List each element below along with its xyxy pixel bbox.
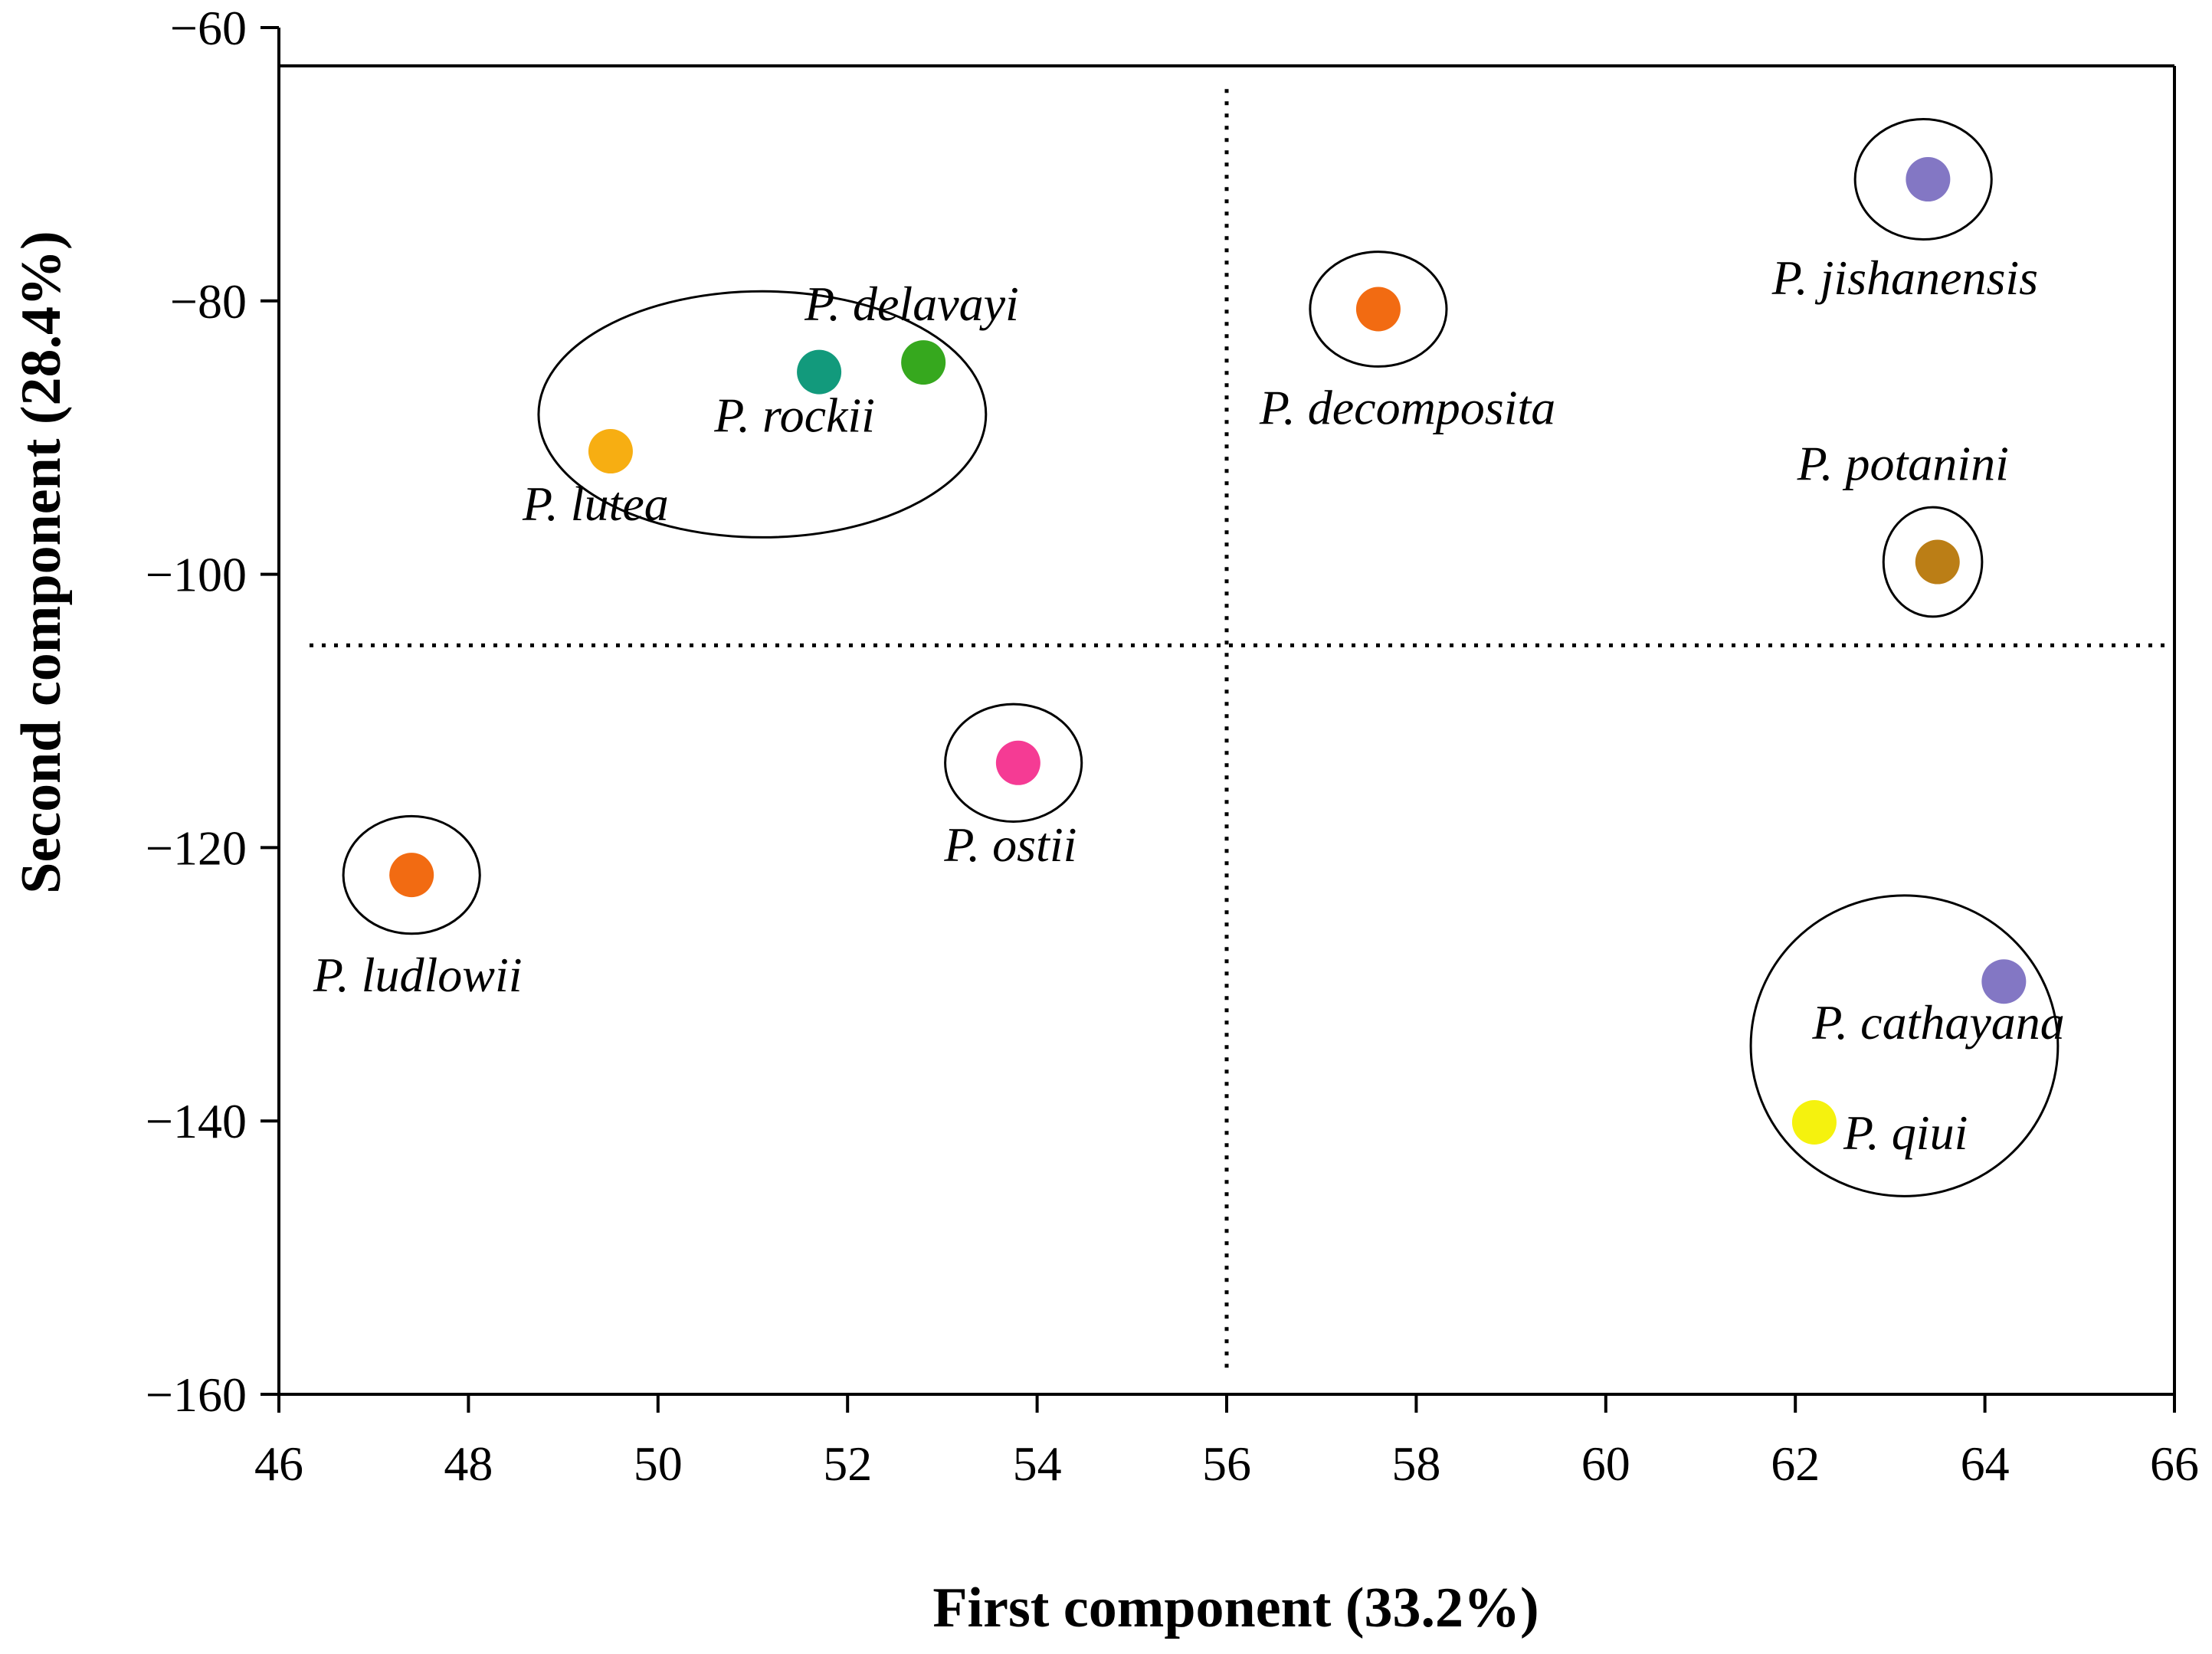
point-p-cathayana [1981,959,2027,1004]
y-axis-title: Second component (28.4%) [10,231,73,893]
point-p-ludlowii [389,853,434,898]
point-label-p-lutea: P. lutea [522,477,669,531]
x-tick-label-48: 48 [444,1436,493,1491]
x-tick-label-50: 50 [634,1436,683,1491]
x-tick-label-52: 52 [823,1436,872,1491]
point-p-lutea [588,429,633,474]
y-tick-label-80: −80 [170,274,247,329]
x-tick-label-54: 54 [1013,1436,1062,1491]
point-p-ostii [995,740,1040,785]
point-label-p-potanini: P. potanini [1797,437,2009,491]
y-tick-label-120: −120 [146,820,247,875]
y-tick-label-100: −100 [146,548,247,602]
point-labels: P. jishanensis P. decomposita P. delavayi P… [313,251,2065,1160]
cluster-ellipse-7 [1749,894,2060,1197]
point-label-p-ostii: P. ostii [943,817,1077,872]
point-p-jishanensis [1906,157,1951,202]
x-tick-label-66: 66 [2150,1436,2199,1491]
cluster-ellipses [342,118,2060,1197]
x-tick-label-56: 56 [1202,1436,1251,1491]
x-tick-label-64: 64 [1961,1436,2010,1491]
point-label-p-decomposita: P. decomposita [1259,381,1555,435]
point-p-potanini [1915,539,1960,585]
reference-lines [279,64,2174,1371]
point-p-delavayi [901,340,946,385]
x-tick-label-46: 46 [254,1436,303,1491]
cluster-ellipse-5 [944,703,1083,824]
data-points [389,157,2027,1145]
x-axis-title: First component (33.2%) [932,1577,1539,1639]
point-label-p-jishanensis: P. jishanensis [1771,251,2038,305]
y-tick-label-140: −140 [146,1094,247,1148]
y-tick-label-60: −60 [170,1,247,55]
axes: 46 48 50 52 54 56 58 60 62 64 66 −60 −80 −100 −120 −140… [146,1,2199,1491]
point-label-p-ludlowii: P. ludlowii [313,948,523,1002]
cluster-ellipse-2 [1309,251,1448,368]
point-label-p-qiui: P. qiui [1843,1105,1968,1160]
cluster-ellipse-3 [537,290,988,539]
cluster-ellipse-6 [342,814,481,935]
point-label-p-delavayi: P. delavayi [804,277,1019,331]
x-tick-label-62: 62 [1771,1436,1820,1491]
point-p-decomposita [1355,287,1401,332]
x-tick-label-58: 58 [1391,1436,1440,1491]
point-p-rockii [797,349,842,395]
point-label-p-cathayana: P. cathayana [1811,995,2064,1050]
y-tick-label-160: −160 [146,1367,247,1422]
x-tick-label-60: 60 [1581,1436,1630,1491]
point-label-p-rockii: P. rockii [713,388,875,443]
point-p-qiui [1791,1099,1837,1145]
cluster-ellipse-4 [1882,506,1984,618]
cluster-ellipse-1 [1853,118,1993,241]
